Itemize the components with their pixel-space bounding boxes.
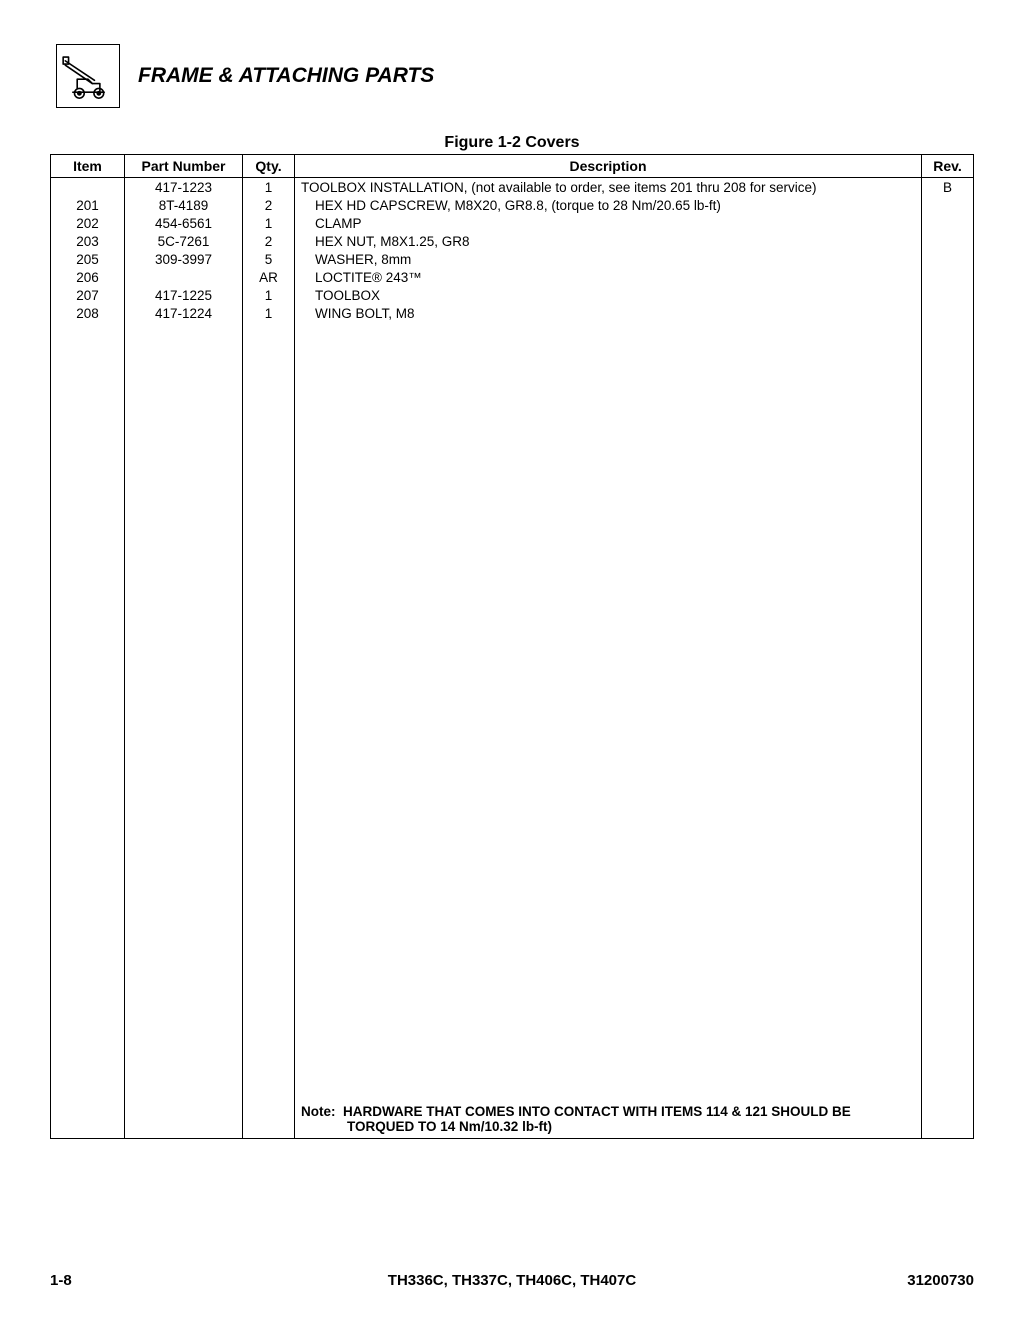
table-row: 2035C-72612HEX NUT, M8X1.25, GR8 bbox=[51, 232, 974, 250]
cell-rev bbox=[922, 196, 974, 214]
table-row: 206 ARLOCTITE® 243™ bbox=[51, 268, 974, 286]
table-row: 202454-65611CLAMP bbox=[51, 214, 974, 232]
cell-part: 454-6561 bbox=[125, 214, 243, 232]
cell-rev: B bbox=[922, 178, 974, 197]
cell-part: 8T-4189 bbox=[125, 196, 243, 214]
col-header-desc: Description bbox=[295, 155, 922, 178]
cell-item bbox=[51, 178, 125, 197]
col-header-qty: Qty. bbox=[243, 155, 295, 178]
cell-item: 202 bbox=[51, 214, 125, 232]
cell-part: 417-1225 bbox=[125, 286, 243, 304]
cell-item: 208 bbox=[51, 304, 125, 322]
parts-table: Item Part Number Qty. Description Rev. 4… bbox=[50, 154, 974, 1139]
cell-desc: HEX HD CAPSCREW, M8X20, GR8.8, (torque t… bbox=[295, 196, 922, 214]
cell-desc: TOOLBOX INSTALLATION, (not available to … bbox=[295, 178, 922, 197]
cell-qty: 2 bbox=[243, 196, 295, 214]
cell-qty: 1 bbox=[243, 178, 295, 197]
cell-desc: WING BOLT, M8 bbox=[295, 304, 922, 322]
table-spacer bbox=[51, 322, 974, 1102]
cell-item: 206 bbox=[51, 268, 125, 286]
cell-rev bbox=[922, 214, 974, 232]
cell-item: 205 bbox=[51, 250, 125, 268]
cell-desc: HEX NUT, M8X1.25, GR8 bbox=[295, 232, 922, 250]
table-row: 205309-39975WASHER, 8mm bbox=[51, 250, 974, 268]
page: FRAME & ATTACHING PARTS Figure 1-2 Cover… bbox=[0, 0, 1024, 1325]
table-row: 417-12231TOOLBOX INSTALLATION, (not avai… bbox=[51, 178, 974, 197]
cell-desc: LOCTITE® 243™ bbox=[295, 268, 922, 286]
page-header: FRAME & ATTACHING PARTS bbox=[50, 44, 974, 108]
table-note-row: Note: HARDWARE THAT COMES INTO CONTACT W… bbox=[51, 1102, 974, 1139]
col-header-rev: Rev. bbox=[922, 155, 974, 178]
cell-qty: 5 bbox=[243, 250, 295, 268]
cell-qty: 1 bbox=[243, 304, 295, 322]
cell-note: Note: HARDWARE THAT COMES INTO CONTACT W… bbox=[295, 1102, 922, 1139]
cell-rev bbox=[922, 286, 974, 304]
telehandler-icon bbox=[56, 44, 120, 108]
page-footer: 1-8 TH336C, TH337C, TH406C, TH407C 31200… bbox=[50, 1272, 974, 1289]
footer-models: TH336C, TH337C, TH406C, TH407C bbox=[50, 1272, 974, 1289]
cell-item: 201 bbox=[51, 196, 125, 214]
cell-qty: 2 bbox=[243, 232, 295, 250]
cell-desc: WASHER, 8mm bbox=[295, 250, 922, 268]
cell-desc: CLAMP bbox=[295, 214, 922, 232]
cell-qty: AR bbox=[243, 268, 295, 286]
cell-part bbox=[125, 268, 243, 286]
cell-desc: TOOLBOX bbox=[295, 286, 922, 304]
table-row: 208417-12241WING BOLT, M8 bbox=[51, 304, 974, 322]
table-row: 2018T-41892HEX HD CAPSCREW, M8X20, GR8.8… bbox=[51, 196, 974, 214]
cell-rev bbox=[922, 304, 974, 322]
table-header-row: Item Part Number Qty. Description Rev. bbox=[51, 155, 974, 178]
cell-qty: 1 bbox=[243, 286, 295, 304]
cell-rev bbox=[922, 250, 974, 268]
cell-rev bbox=[922, 232, 974, 250]
cell-part: 417-1224 bbox=[125, 304, 243, 322]
cell-part: 309-3997 bbox=[125, 250, 243, 268]
figure-title: Figure 1-2 Covers bbox=[50, 134, 974, 152]
cell-rev bbox=[922, 268, 974, 286]
telehandler-svg bbox=[61, 49, 115, 103]
cell-qty: 1 bbox=[243, 214, 295, 232]
cell-part: 5C-7261 bbox=[125, 232, 243, 250]
table-body: 417-12231TOOLBOX INSTALLATION, (not avai… bbox=[51, 178, 974, 1139]
cell-part: 417-1223 bbox=[125, 178, 243, 197]
col-header-item: Item bbox=[51, 155, 125, 178]
section-title: FRAME & ATTACHING PARTS bbox=[138, 64, 434, 88]
cell-item: 207 bbox=[51, 286, 125, 304]
table-row: 207417-12251TOOLBOX bbox=[51, 286, 974, 304]
col-header-part: Part Number bbox=[125, 155, 243, 178]
cell-item: 203 bbox=[51, 232, 125, 250]
